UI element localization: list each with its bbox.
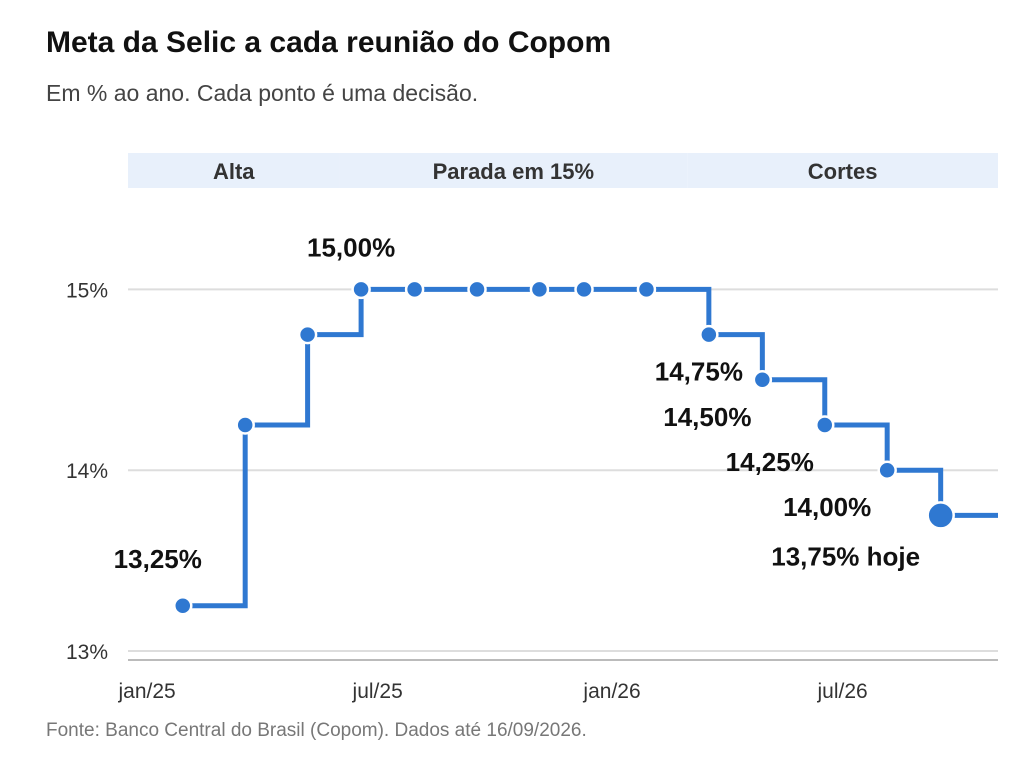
decision-point [877,460,897,480]
decision-point [752,370,773,390]
decision-point [467,279,487,300]
value-labels: 13,25% 15,00% 14,75% 14,50% 14,25% 14,00% 13,7… [114,232,920,573]
y-tick-label: 15% [66,279,108,302]
phase-label-1: Alta [213,159,255,184]
phase-label-2: Parada em 15% [433,159,594,184]
x-tick-label: jan/25 [117,680,175,703]
decision-point [574,279,594,300]
gridlines: 13% 14% 15% [66,279,998,664]
y-tick-label: 13% [66,641,108,664]
current-decision-point [926,501,955,530]
value-label: 14,50% [663,402,751,432]
x-tick-label: jul/25 [352,680,403,703]
value-label: 14,75% [655,357,743,387]
decision-point [404,279,425,300]
phase-band-3 [687,153,998,188]
value-label: 15,00% [307,232,395,262]
decision-point [235,415,255,435]
selic-series [173,279,998,616]
decision-point [529,279,550,300]
value-label: 13,25% [114,544,202,574]
value-label: 14,25% [726,447,814,477]
decision-point [699,324,719,345]
decision-point [297,324,318,345]
value-label: 13,75% hoje [771,541,920,571]
chart-subtitle: Em % ao ano. Cada ponto é uma decisão. [46,80,479,106]
x-tick-label: jul/26 [816,680,867,703]
x-tick-label: jan/26 [582,680,640,703]
phase-band-2 [339,153,688,188]
decision-point [636,279,657,300]
decision-point [173,596,193,616]
phase-band-1 [128,153,340,188]
axes: jan/25 jul/25 jan/26 jul/26 [117,659,998,703]
chart-title: Meta da Selic a cada reunião do Copom [46,26,612,59]
decision-point [351,279,371,300]
phase-label-3: Cortes [808,159,878,184]
phase-bands: Alta Parada em 15% Cortes [128,153,998,188]
decision-point [815,415,835,435]
source-note: Fonte: Banco Central do Brasil (Copom). … [46,720,587,741]
y-tick-label: 14% [66,460,108,483]
value-label: 14,00% [783,492,871,522]
